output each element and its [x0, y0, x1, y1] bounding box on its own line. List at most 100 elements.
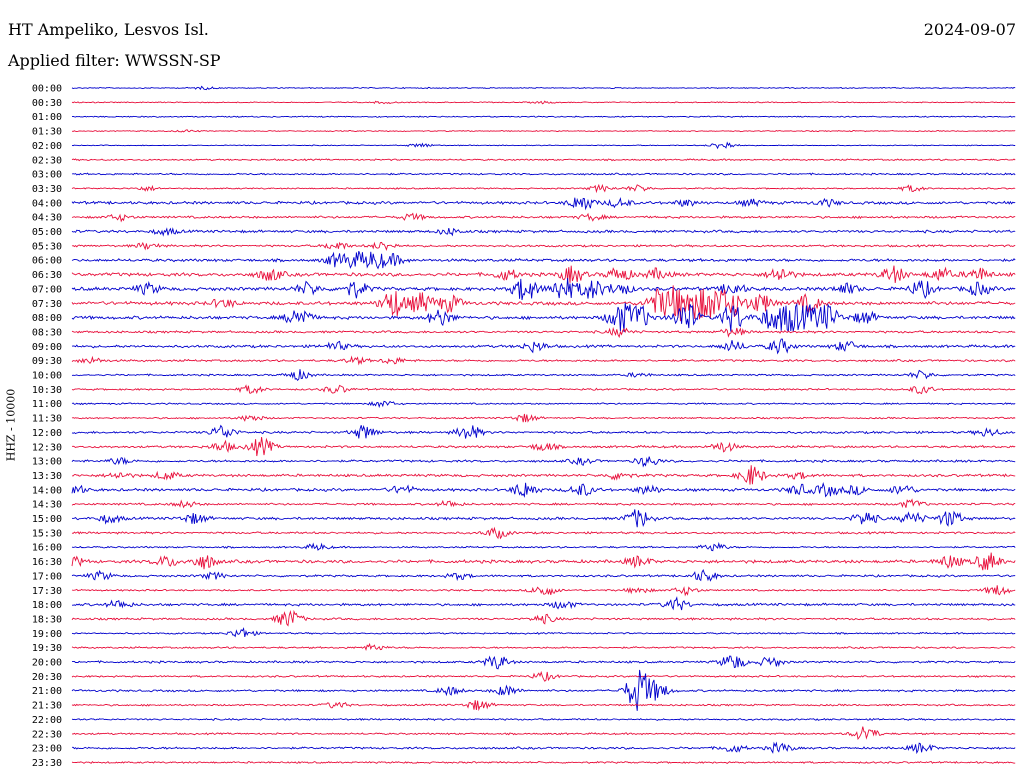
trace-line [71, 642, 1016, 652]
time-tick-label: 16:30 [32, 557, 62, 568]
time-tick-label: 10:00 [32, 371, 62, 382]
trace-line [71, 760, 1016, 764]
time-tick-label: 14:00 [32, 485, 62, 496]
time-tick-label: 21:00 [32, 686, 62, 697]
time-tick-label: 03:00 [32, 170, 62, 181]
time-tick-label: 13:30 [32, 471, 62, 482]
time-tick-label: 09:00 [32, 342, 62, 353]
time-tick-label: 05:30 [32, 241, 62, 252]
trace-line [71, 437, 1016, 457]
trace-line [71, 158, 1016, 162]
trace-line [71, 141, 1016, 150]
trace-line [71, 509, 1016, 528]
trace-line [71, 250, 1016, 270]
trace-line [71, 424, 1016, 439]
time-tick-label: 12:00 [32, 428, 62, 439]
time-tick-label: 16:00 [32, 543, 62, 554]
trace-line [72, 741, 1016, 755]
trace-line [72, 596, 1016, 611]
time-tick-label: 15:30 [32, 528, 62, 539]
time-tick-label: 19:30 [32, 643, 62, 654]
trace-line [71, 85, 1016, 91]
filter-label: Applied filter: WWSSN-SP [8, 51, 221, 70]
time-tick-label: 23:00 [32, 744, 62, 755]
trace-line [71, 277, 1016, 301]
time-tick-label: 01:30 [32, 127, 62, 138]
time-tick-label: 00:00 [32, 84, 62, 95]
trace-line [71, 717, 1016, 721]
time-tick-label: 19:00 [32, 629, 62, 640]
time-tick-label: 21:30 [32, 701, 62, 712]
trace-line [71, 627, 1016, 638]
time-tick-label: 04:30 [32, 213, 62, 224]
trace-line [71, 700, 1016, 712]
trace-line [71, 482, 1016, 498]
trace-line [71, 384, 1016, 395]
time-tick-label: 06:00 [32, 256, 62, 267]
time-tick-label: 09:30 [32, 356, 62, 367]
time-tick-label: 17:00 [32, 571, 62, 582]
time-tick-label: 00:30 [32, 98, 62, 109]
time-tick-label: 17:30 [32, 586, 62, 597]
trace-line [71, 569, 1016, 582]
trace-line [71, 212, 1016, 223]
trace-line [71, 400, 1016, 409]
trace-line [71, 526, 1016, 540]
time-tick-label: 06:30 [32, 270, 62, 281]
time-tick-label: 22:30 [32, 729, 62, 740]
station-title: HT Ampeliko, Lesvos Isl. [8, 20, 209, 39]
time-tick-label: 13:00 [32, 457, 62, 468]
trace-line [71, 100, 1016, 105]
trace-line [71, 369, 1016, 381]
time-tick-label: 20:00 [32, 658, 62, 669]
trace-line [71, 541, 1016, 552]
trace-line [71, 227, 1016, 237]
trace-line [71, 498, 1016, 509]
time-tick-label: 04:00 [32, 198, 62, 209]
time-tick-label: 14:30 [32, 500, 62, 511]
time-tick-label: 02:00 [32, 141, 62, 152]
trace-line [71, 183, 1016, 194]
trace-line [71, 456, 1016, 468]
time-tick-label: 18:00 [32, 600, 62, 611]
trace-line [71, 338, 1016, 355]
time-tick-label: 11:00 [32, 399, 62, 410]
time-tick-label: 11:30 [32, 414, 62, 425]
trace-line [71, 355, 1016, 366]
time-tick-label: 20:30 [32, 672, 62, 683]
trace-line [71, 172, 1016, 176]
trace-line [71, 465, 1016, 485]
trace-line [71, 197, 1016, 211]
time-tick-label: 01:00 [32, 112, 62, 123]
trace-line [71, 285, 1016, 322]
time-tick-label: 03:30 [32, 184, 62, 195]
trace-line [71, 129, 1016, 133]
time-tick-label: 05:00 [32, 227, 62, 238]
trace-line [71, 669, 1016, 711]
time-tick-label: 02:30 [32, 155, 62, 166]
time-tick-label: 15:00 [32, 514, 62, 525]
time-tick-label: 08:30 [32, 327, 62, 338]
trace-line [71, 115, 1016, 118]
time-tick-label: 12:30 [32, 442, 62, 453]
trace-line [71, 326, 1016, 339]
time-tick-label: 23:30 [32, 758, 62, 769]
time-tick-label: 18:30 [32, 614, 62, 625]
trace-line [71, 726, 1016, 740]
trace-line [71, 265, 1016, 284]
trace-line [71, 302, 1016, 333]
time-tick-label: 08:00 [32, 313, 62, 324]
trace-line [71, 609, 1016, 627]
time-tick-label: 07:00 [32, 284, 62, 295]
trace-line [71, 655, 1016, 670]
trace-line [71, 241, 1016, 251]
time-tick-label: 22:00 [32, 715, 62, 726]
time-tick-label: 10:30 [32, 385, 62, 396]
trace-line [71, 413, 1016, 423]
trace-line [71, 585, 1016, 597]
chart-date: 2024-09-07 [923, 20, 1016, 39]
trace-line [71, 670, 1016, 682]
time-tick-label: 07:30 [32, 299, 62, 310]
trace-line [71, 552, 1016, 571]
